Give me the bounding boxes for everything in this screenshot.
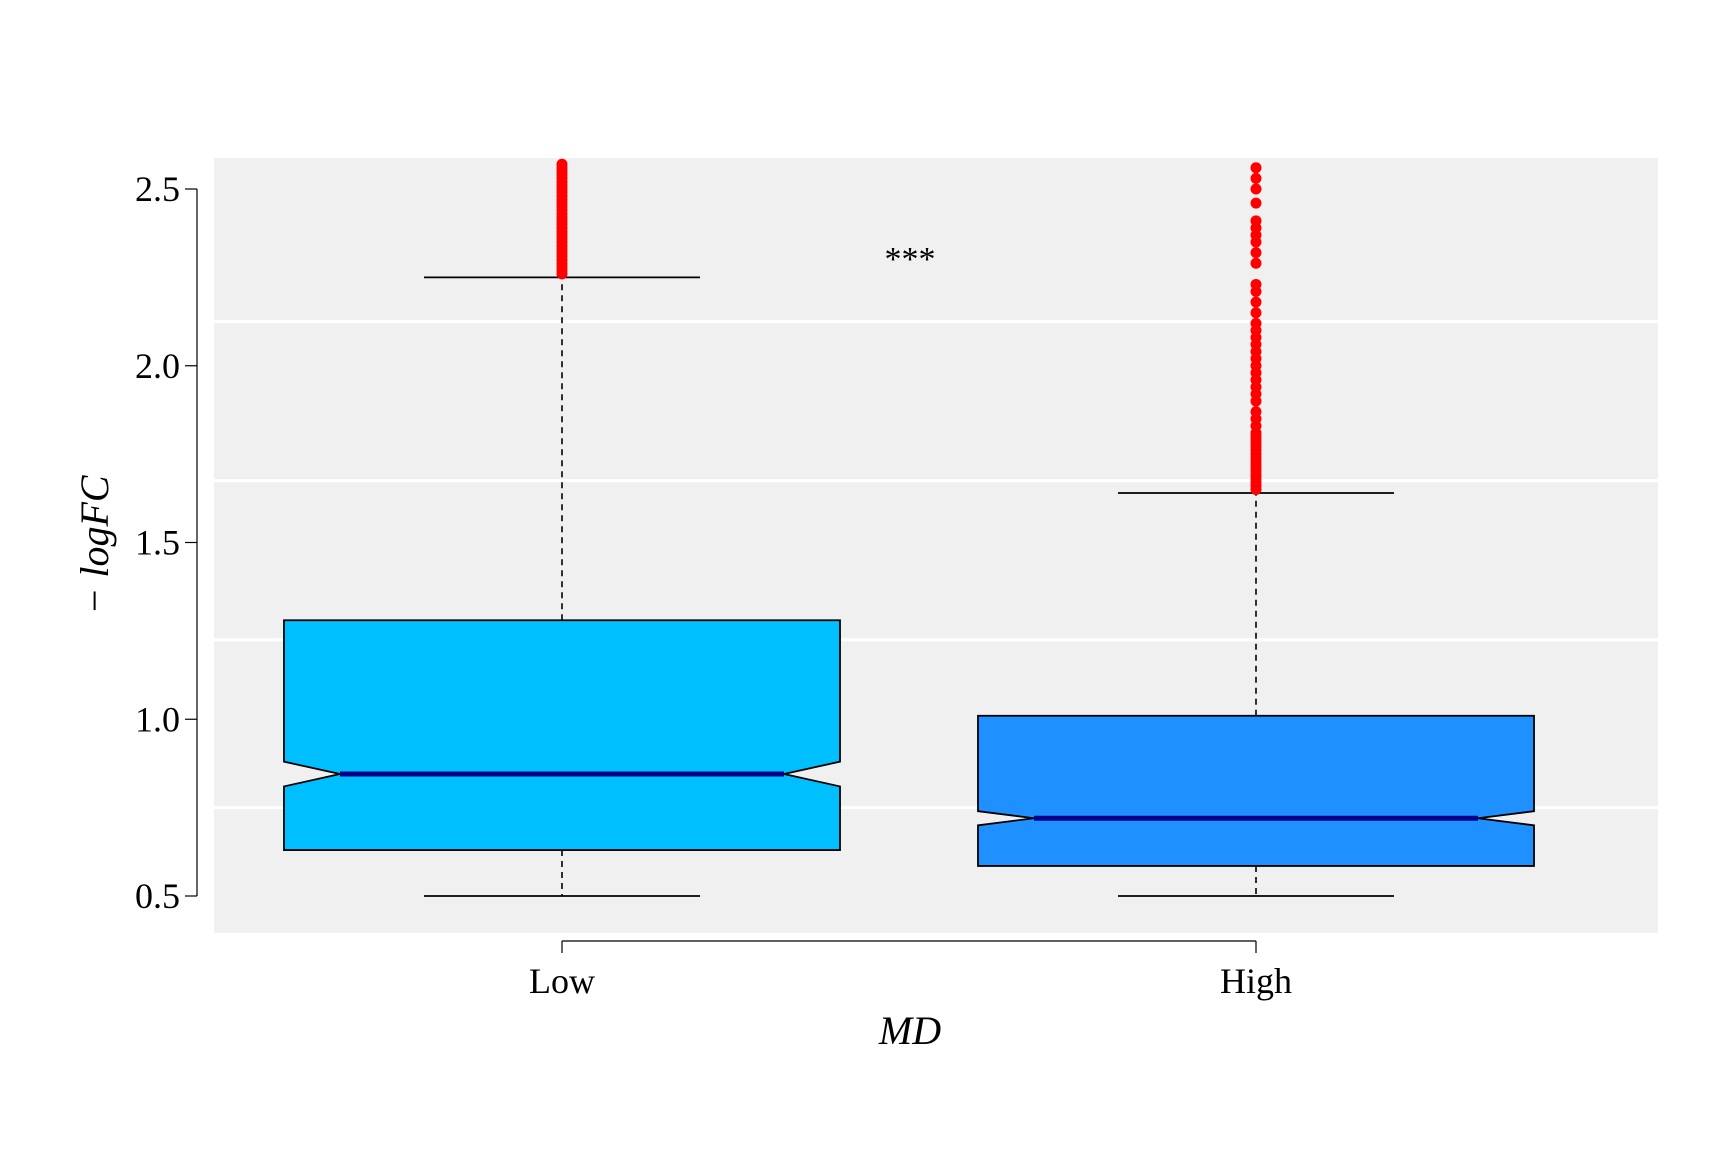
outlier-point [1250, 247, 1262, 259]
box-body [283, 619, 841, 851]
outlier-point [1250, 215, 1262, 227]
outlier-point [1250, 406, 1262, 418]
y-tick-label: 0.5 [135, 876, 180, 916]
outlier-point [1250, 197, 1262, 209]
outlier-point [1250, 172, 1262, 184]
outlier-point [1250, 317, 1262, 329]
y-axis: 0.5 1.0 1.5 2.0 2.5 [135, 169, 198, 916]
y-tick-label: 1.0 [135, 699, 180, 739]
outlier-point [556, 158, 568, 170]
outlier-point [1250, 307, 1262, 319]
box-body [977, 714, 1535, 867]
significance-annotation: *** [885, 241, 936, 278]
outlier-point [1250, 296, 1262, 308]
box-group-high [977, 162, 1535, 897]
x-axis: Low High [529, 940, 1292, 1001]
x-tick-label: High [1220, 961, 1292, 1001]
y-tick-label: 2.5 [135, 169, 180, 209]
y-axis-title: − logFC [72, 474, 117, 615]
x-tick-label: Low [529, 961, 595, 1001]
outlier-point [1250, 257, 1262, 269]
y-tick-label: 2.0 [135, 346, 180, 386]
box-group-low [283, 158, 841, 897]
boxes [283, 158, 1535, 897]
outlier-point [1250, 278, 1262, 290]
x-axis-title: MD [878, 1008, 941, 1053]
outlier-point [1250, 162, 1262, 174]
outlier-point [1250, 183, 1262, 195]
y-tick-label: 1.5 [135, 523, 180, 563]
